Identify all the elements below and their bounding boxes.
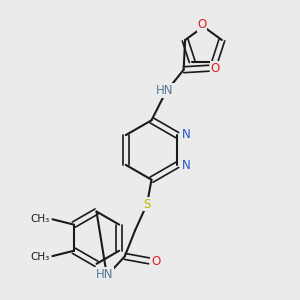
Text: S: S — [143, 198, 151, 211]
Text: CH₃: CH₃ — [31, 252, 50, 262]
Text: O: O — [151, 255, 160, 268]
Text: CH₃: CH₃ — [31, 214, 50, 224]
Text: HN: HN — [96, 268, 113, 281]
Text: N: N — [182, 159, 190, 172]
Text: O: O — [211, 62, 220, 75]
Text: O: O — [197, 18, 207, 31]
Text: HN: HN — [156, 84, 173, 97]
Text: N: N — [182, 128, 190, 141]
